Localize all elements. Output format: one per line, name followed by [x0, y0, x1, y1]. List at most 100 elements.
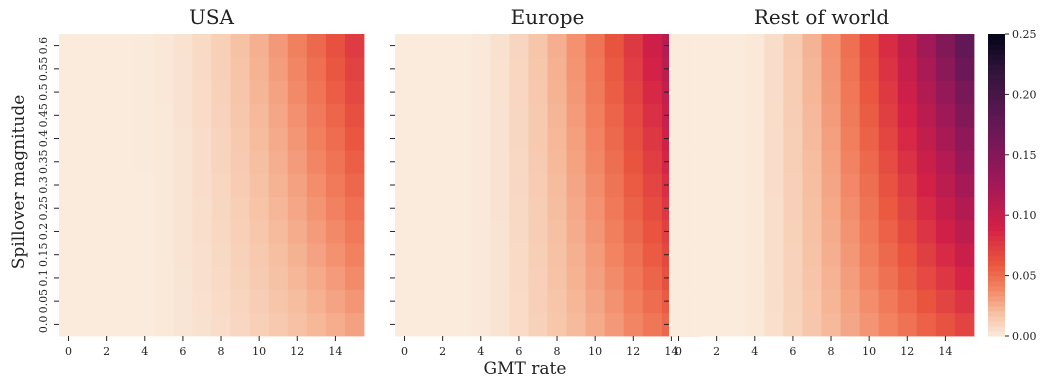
heatmap-cell [192, 289, 212, 314]
y-tick-label: 0.0 [37, 316, 50, 334]
heatmap-cell [59, 57, 79, 81]
heatmap-cell [344, 289, 365, 314]
heatmap-cell [230, 57, 251, 81]
colorbar-segment [988, 265, 1005, 272]
heatmap-cell [452, 103, 472, 128]
heatmap-cell [414, 312, 434, 337]
heatmap-cell [707, 266, 727, 290]
colorbar-segment [988, 205, 1005, 211]
heatmap-cell [916, 173, 937, 198]
heatmap-cell [688, 173, 708, 198]
heatmap-cell [604, 126, 625, 151]
heatmap-cell [878, 173, 899, 198]
heatmap-cell [669, 150, 689, 174]
heatmap-cell [604, 219, 625, 244]
heatmap-cell [623, 243, 644, 267]
heatmap-cell [325, 266, 346, 290]
heatmap-cell [414, 219, 434, 244]
heatmap-cell [669, 80, 689, 105]
heatmap-cell [688, 150, 708, 174]
x-tick-label: 2 [103, 345, 110, 358]
heatmap-cell [840, 57, 861, 81]
heatmap-cell [287, 150, 308, 174]
heatmap-panel: Rest of world 0 2 4 6 8 10 12 14 [664, 5, 975, 358]
heatmap-cell [452, 312, 472, 337]
heatmap-cell [287, 196, 308, 221]
heatmap-cell [78, 289, 98, 314]
heatmap-cell [306, 312, 327, 337]
heatmap-cell [395, 57, 415, 81]
heatmap-cell [154, 266, 174, 290]
heatmap-cell [764, 80, 784, 105]
heatmap-panel: Europe 0 2 4 6 8 10 12 14 [390, 5, 701, 358]
heatmap-cell [528, 312, 548, 337]
heatmap-cell [135, 150, 155, 174]
heatmap-cell [954, 312, 975, 337]
heatmap-cell [306, 243, 327, 267]
heatmap-cell [414, 150, 434, 174]
heatmap-cell [623, 196, 644, 221]
heatmap-cell [585, 57, 606, 81]
heatmap-cell [325, 289, 346, 314]
heatmap-cell [249, 34, 270, 58]
heatmap-cell [395, 219, 415, 244]
heatmap-cell [471, 103, 491, 128]
heatmap-cell [783, 243, 803, 267]
heatmap-cell [97, 312, 117, 337]
heatmap-cell [604, 80, 625, 105]
heatmap-cell [764, 34, 784, 58]
heatmap-cell [414, 196, 434, 221]
heatmap-cell [230, 173, 251, 198]
heatmap-cell [764, 196, 784, 221]
heatmap-cell [916, 243, 937, 267]
heatmap-cell [707, 150, 727, 174]
heatmap-cell [325, 34, 346, 58]
heatmap-cell [916, 289, 937, 314]
heatmap-cell [642, 289, 663, 314]
heatmap-cell [547, 57, 567, 81]
colorbar-segment [988, 69, 1005, 75]
heatmap-cell [821, 150, 841, 174]
heatmap-cell [97, 103, 117, 128]
heatmap-cell [116, 289, 136, 314]
heatmap-cell [802, 266, 822, 290]
x-tick-label: 8 [218, 345, 225, 358]
y-tick-label: 0.25 [37, 196, 50, 221]
heatmap-cell [490, 312, 510, 337]
heatmap-cell [528, 219, 548, 244]
heatmap-cell [471, 126, 491, 151]
y-tick-label: 0.55 [37, 57, 50, 82]
heatmap-cell [707, 80, 727, 105]
heatmap-cell [211, 312, 231, 337]
heatmap-cell [325, 57, 346, 81]
heatmap-cell [306, 103, 327, 128]
heatmap-cell [897, 196, 918, 221]
heatmap-cell [566, 150, 587, 174]
heatmap-cell [249, 219, 270, 244]
y-tick-label: 0.15 [37, 242, 50, 267]
heatmap-cell [745, 289, 765, 314]
heatmap-cell [490, 266, 510, 290]
heatmap-cell [745, 312, 765, 337]
x-tick-label: 4 [751, 345, 758, 358]
y-tick-label: 0.35 [37, 150, 50, 175]
heatmap-cell [623, 312, 644, 337]
colorbar-segment [988, 159, 1005, 166]
heatmap-cell [623, 150, 644, 174]
heatmap-cell [211, 196, 231, 221]
heatmap-cell [59, 34, 79, 58]
colorbar-segment [988, 315, 1005, 322]
heatmap-cell [452, 289, 472, 314]
heatmap-cell [859, 243, 880, 267]
heatmap-cell [249, 289, 270, 314]
heatmap-cell [726, 126, 746, 151]
heatmap-cell [878, 34, 899, 58]
heatmap-cell [230, 312, 251, 337]
heatmap-cell [623, 103, 644, 128]
heatmap-cell [707, 57, 727, 81]
heatmap-cell [585, 219, 606, 244]
heatmap-cell [585, 34, 606, 58]
x-tick-label: 6 [789, 345, 796, 358]
heatmap-cell [726, 219, 746, 244]
